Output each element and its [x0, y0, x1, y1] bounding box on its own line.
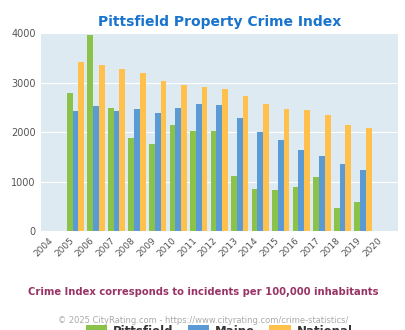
Bar: [113, 111, 119, 231]
Bar: [119, 69, 125, 231]
Text: © 2025 CityRating.com - https://www.cityrating.com/crime-statistics/: © 2025 CityRating.com - https://www.city…: [58, 315, 347, 325]
Bar: [87, 36, 93, 231]
Bar: [324, 115, 330, 231]
Bar: [134, 109, 140, 231]
Bar: [99, 65, 104, 231]
Bar: [181, 85, 186, 231]
Bar: [169, 125, 175, 231]
Bar: [67, 93, 72, 231]
Bar: [210, 131, 216, 231]
Bar: [333, 208, 339, 231]
Text: Crime Index corresponds to incidents per 100,000 inhabitants: Crime Index corresponds to incidents per…: [28, 287, 377, 297]
Bar: [128, 139, 134, 231]
Bar: [251, 189, 257, 231]
Bar: [72, 111, 78, 231]
Bar: [277, 141, 283, 231]
Bar: [201, 87, 207, 231]
Bar: [257, 132, 262, 231]
Bar: [271, 190, 277, 231]
Bar: [339, 164, 345, 231]
Bar: [298, 150, 303, 231]
Bar: [195, 104, 201, 231]
Bar: [318, 156, 324, 231]
Bar: [313, 177, 318, 231]
Bar: [236, 118, 242, 231]
Bar: [262, 104, 268, 231]
Bar: [108, 108, 113, 231]
Bar: [359, 170, 365, 231]
Bar: [149, 145, 154, 231]
Bar: [242, 96, 248, 231]
Bar: [345, 125, 350, 231]
Bar: [216, 105, 222, 231]
Bar: [190, 131, 195, 231]
Bar: [175, 108, 181, 231]
Bar: [140, 73, 145, 231]
Bar: [78, 62, 84, 231]
Bar: [154, 113, 160, 231]
Bar: [365, 128, 371, 231]
Bar: [303, 110, 309, 231]
Bar: [160, 81, 166, 231]
Bar: [283, 109, 289, 231]
Title: Pittsfield Property Crime Index: Pittsfield Property Crime Index: [97, 15, 340, 29]
Bar: [222, 89, 227, 231]
Legend: Pittsfield, Maine, National: Pittsfield, Maine, National: [81, 320, 356, 330]
Bar: [354, 202, 359, 231]
Bar: [93, 106, 99, 231]
Bar: [230, 176, 236, 231]
Bar: [292, 187, 298, 231]
